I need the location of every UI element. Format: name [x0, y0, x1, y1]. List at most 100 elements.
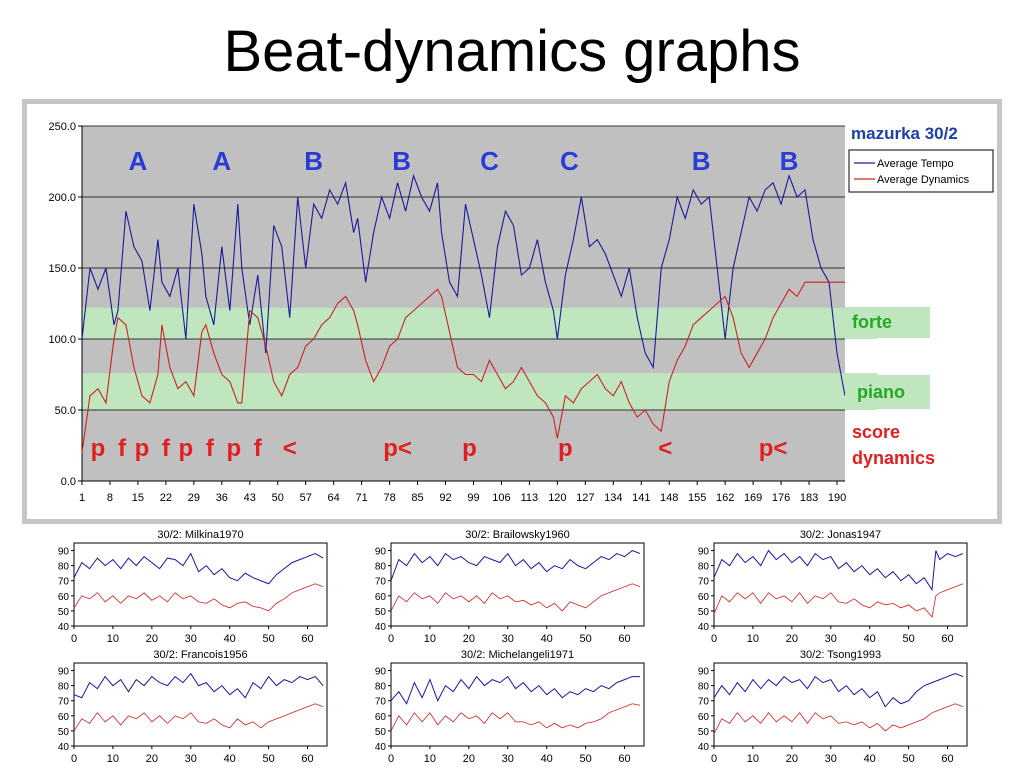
mini-y-tick-label: 40: [375, 742, 387, 753]
mini-x-tick-label: 40: [864, 753, 876, 765]
section-label: B: [392, 146, 411, 176]
mini-x-tick-label: 40: [541, 753, 553, 765]
forte-label-box: [845, 307, 930, 338]
mini-plot-area: [390, 662, 645, 747]
y-tick-label: 100.0: [48, 334, 76, 346]
mini-y-tick-label: 50: [58, 607, 70, 618]
mini-series-dynamics: [73, 703, 324, 732]
plot-area: [82, 126, 845, 481]
mini-x-tick-label: 20: [146, 633, 158, 645]
score-dynamic-label: p: [91, 435, 106, 462]
page-title: Beat-dynamics graphs: [223, 19, 801, 84]
series-line-tempo: [81, 173, 846, 396]
mini-x-tick-label: 0: [71, 633, 77, 645]
x-tick-label: 64: [328, 492, 340, 504]
mini-x-tick-label: 10: [107, 633, 119, 645]
x-tick-label: 176: [772, 492, 790, 504]
mini-series-tempo: [73, 672, 324, 699]
x-tick-label: 120: [548, 492, 566, 504]
y-tick-label: 0.0: [61, 476, 76, 488]
series-line-dynamics: [81, 281, 845, 453]
mini-y-tick-label: 50: [58, 727, 70, 738]
mini-y-tick-label: 60: [375, 712, 387, 723]
mini-chart-francois: 30/2: Francois1956 40 50 60 70 80 90 0 10 20 30 40 5…: [58, 649, 328, 765]
mini-chart-milkina: 30/2: Milkina1970 40 50 60 70 80 90 0 10 20 30 40 50…: [58, 529, 328, 645]
x-tick-label: 1: [79, 492, 85, 504]
score-dynamic-label: f: [206, 435, 215, 462]
section-label: A: [212, 146, 231, 176]
mini-plot-area: [713, 662, 968, 747]
score-dynamic-label: <: [283, 435, 297, 462]
section-label: B: [692, 146, 711, 176]
mini-x-tick-label: 40: [224, 633, 236, 645]
legend-box: [848, 149, 994, 193]
mini-series-tempo: [390, 549, 641, 581]
mini-plot-area: [713, 542, 968, 627]
mini-plot-area: [73, 542, 328, 627]
score-dynamic-label: p<: [759, 435, 788, 462]
mini-y-tick-label: 40: [58, 742, 70, 753]
mini-x-tick-label: 50: [902, 753, 914, 765]
mini-y-tick-label: 60: [375, 592, 387, 603]
mini-x-tick-label: 50: [579, 753, 591, 765]
mini-chart-jonas: 30/2: Jonas1947 40 50 60 70 80 90 0 10 20 30 40 50 60: [698, 529, 968, 645]
mini-y-tick-label: 40: [698, 622, 710, 633]
x-tick-label: 148: [660, 492, 678, 504]
mini-y-tick-label: 90: [58, 547, 70, 558]
mini-chart-michelangeli: 30/2: Michelangeli1971 40 50 60 70 80 90 0 10 20 3…: [375, 649, 645, 765]
x-tick-label: 169: [744, 492, 762, 504]
mini-plot-area: [390, 542, 645, 627]
x-tick-label: 141: [632, 492, 650, 504]
mini-y-tick-label: 40: [58, 622, 70, 633]
mini-x-tick-label: 0: [388, 633, 394, 645]
mini-x-tick-label: 60: [301, 753, 313, 765]
mini-y-tick-label: 50: [698, 607, 710, 618]
mini-x-tick-label: 10: [424, 753, 436, 765]
mini-x-tick-label: 30: [825, 753, 837, 765]
mini-y-tick-label: 70: [698, 577, 710, 588]
x-tick-label: 78: [383, 492, 395, 504]
mini-y-tick-label: 60: [698, 592, 710, 603]
score-dynamic-label: f: [118, 435, 127, 462]
x-tick-label: 71: [356, 492, 368, 504]
mini-x-tick-label: 30: [185, 633, 197, 645]
score-dynamic-label: f: [162, 435, 171, 462]
mini-x-tick-label: 50: [262, 633, 274, 645]
mini-y-tick-label: 80: [58, 562, 70, 573]
x-tick-label: 22: [160, 492, 172, 504]
x-tick-label: 15: [132, 492, 144, 504]
y-tick-label: 200.0: [48, 192, 76, 204]
main-chart-panel: 0.0 50.0 100.0 150.0 200.0 250.0 1 8 15 22 29 36 43 5…: [27, 104, 997, 519]
mini-y-tick-label: 70: [58, 577, 70, 588]
mini-x-tick-label: 40: [224, 753, 236, 765]
mini-y-tick-label: 60: [58, 592, 70, 603]
mini-x-tick-label: 40: [864, 633, 876, 645]
mini-y-tick-label: 70: [698, 697, 710, 708]
mini-chart-title: 30/2: Michelangeli1971: [461, 649, 574, 661]
y-tick-label: 250.0: [48, 121, 76, 133]
x-tick-label: 85: [411, 492, 423, 504]
x-tick-label: 8: [107, 492, 113, 504]
mini-series-dynamics: [713, 703, 964, 735]
legend-label: Average Dynamics: [877, 174, 970, 186]
mini-y-tick-label: 60: [58, 712, 70, 723]
mini-plot-area: [73, 662, 328, 747]
mini-chart-title: 30/2: Brailowsky1960: [465, 529, 570, 541]
section-label: B: [780, 146, 799, 176]
mini-y-tick-label: 70: [375, 697, 387, 708]
mini-x-tick-label: 20: [146, 753, 158, 765]
mini-x-tick-label: 0: [711, 633, 717, 645]
section-label: A: [129, 146, 148, 176]
mini-y-tick-label: 90: [375, 667, 387, 678]
mini-y-tick-label: 50: [698, 727, 710, 738]
mini-y-tick-label: 50: [375, 727, 387, 738]
mini-series-tempo: [713, 549, 964, 592]
mini-x-tick-label: 10: [107, 753, 119, 765]
score-dynamic-label: p: [226, 435, 241, 462]
main-chart-frame: 0.0 50.0 100.0 150.0 200.0 250.0 1 8 15 22 29 36 43 5…: [22, 99, 1002, 524]
mini-y-tick-label: 80: [58, 682, 70, 693]
mini-y-tick-label: 90: [698, 667, 710, 678]
mini-x-tick-label: 30: [502, 753, 514, 765]
mini-y-tick-label: 90: [375, 547, 387, 558]
main-chart: 0.0 50.0 100.0 150.0 200.0 250.0 1 8 15 22 29 36 43 5…: [48, 121, 994, 504]
